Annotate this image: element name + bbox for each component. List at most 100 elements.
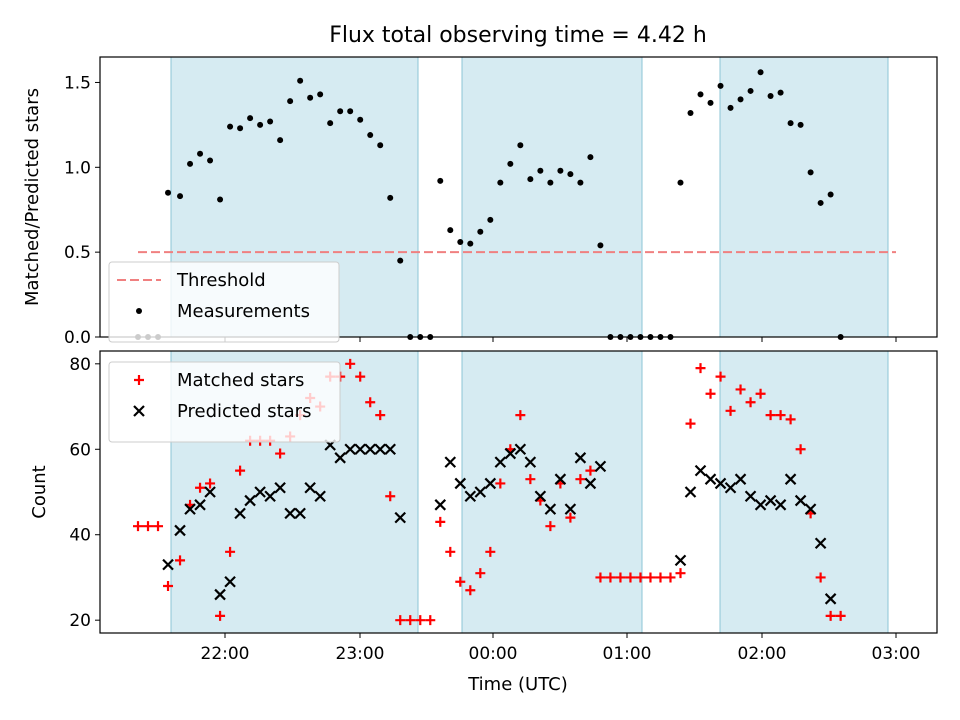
predicted-star-point xyxy=(544,503,557,515)
predicted-star-point xyxy=(344,443,356,456)
top-y-axis-label: Matched/Predicted stars xyxy=(22,88,43,306)
predicted-star-point xyxy=(334,452,346,464)
matched-star-point xyxy=(775,410,786,421)
legend-label: Measurements xyxy=(177,301,310,322)
matched-star-point xyxy=(685,418,696,429)
predicted-star-point xyxy=(774,499,787,511)
matched-star-point xyxy=(795,444,806,455)
matched-star-point xyxy=(153,521,164,532)
measurement-point xyxy=(717,82,724,89)
predicted-star-point xyxy=(264,490,276,503)
bottom-y-axis-label: Count xyxy=(29,465,50,518)
measurement-point xyxy=(757,69,764,76)
matched-star-point xyxy=(725,405,736,416)
bottom-axes-frame xyxy=(99,350,938,634)
measurement-point xyxy=(387,194,394,201)
predicted-star-point xyxy=(184,503,196,515)
matched-star-point xyxy=(205,478,216,489)
matched-star-point xyxy=(163,581,174,591)
matched-star-point xyxy=(565,512,576,523)
matched-star-point xyxy=(745,397,756,408)
matched-star-point xyxy=(595,572,606,583)
matched-star-point xyxy=(175,555,186,566)
predicted-star-point xyxy=(694,464,707,477)
legend-label: Predicted stars xyxy=(177,401,311,422)
measurement-point xyxy=(577,179,584,186)
predicted-star-point xyxy=(464,490,477,503)
predicted-star-point xyxy=(534,490,547,503)
matched-star-point xyxy=(575,474,586,485)
top-observing-band xyxy=(461,56,643,338)
matched-star-point xyxy=(515,410,526,421)
predicted-star-point xyxy=(804,503,817,515)
measurement-point xyxy=(287,98,294,105)
matched-star-point xyxy=(785,414,796,425)
matched-star-point xyxy=(465,585,476,596)
matched-star-point xyxy=(215,610,226,621)
measurement-point xyxy=(357,116,364,123)
predicted-star-point xyxy=(814,537,827,550)
predicted-star-point xyxy=(514,443,527,456)
measurement-point xyxy=(177,193,184,200)
predicted-star-point xyxy=(384,443,397,456)
bottom-ytick-label: 40 xyxy=(69,526,91,546)
matched-star-point xyxy=(385,491,396,502)
matched-star-point xyxy=(815,572,826,583)
predicted-star-point xyxy=(274,481,286,494)
predicted-star-point xyxy=(504,447,517,460)
xtick-label: 00:00 xyxy=(469,644,518,664)
measurement-point xyxy=(237,125,244,132)
top-ytick-label: 0.5 xyxy=(64,243,91,263)
measurement-point xyxy=(817,199,824,206)
legend-label: Matched stars xyxy=(177,370,304,391)
predicted-star-point xyxy=(174,524,186,537)
matched-star-point xyxy=(735,384,746,395)
predicted-star-point xyxy=(364,443,376,456)
legend-label: Threshold xyxy=(176,270,266,291)
predicted-star-point xyxy=(304,481,316,494)
matched-star-point xyxy=(415,615,426,626)
predicted-star-point xyxy=(444,456,457,468)
predicted-star-point xyxy=(684,486,697,498)
bottom-ytick-label: 20 xyxy=(69,611,91,631)
measurement-point xyxy=(767,93,774,100)
predicted-star-point xyxy=(474,486,487,498)
xtick-label: 03:00 xyxy=(872,644,921,664)
matched-star-point xyxy=(445,546,456,557)
x-axis-label: Time (UTC) xyxy=(467,674,568,695)
measurement-point xyxy=(397,257,404,264)
matched-star-point xyxy=(645,572,656,583)
measurement-point xyxy=(597,242,604,249)
measurement-point xyxy=(447,227,454,234)
measurement-point xyxy=(297,77,304,84)
measurement-point xyxy=(267,118,274,125)
predicted-star-point xyxy=(594,460,607,473)
measurement-point xyxy=(777,89,784,96)
matched-star-point xyxy=(495,478,506,489)
measurement-point xyxy=(797,121,804,128)
chart-title: Flux total observing time = 4.42 h xyxy=(329,23,707,48)
predicted-star-point xyxy=(354,443,366,456)
legend-predicted-swatch xyxy=(133,405,145,417)
matched-star-point xyxy=(835,610,846,621)
measurement-point xyxy=(527,176,534,183)
top-ytick-label: 0.0 xyxy=(64,328,91,348)
measurement-point xyxy=(727,104,734,111)
xtick-label: 22:00 xyxy=(201,644,250,664)
xtick-label: 01:00 xyxy=(603,644,652,664)
xtick-label: 02:00 xyxy=(738,644,787,664)
predicted-star-point xyxy=(554,473,567,485)
legend-matched-swatch xyxy=(134,375,144,385)
predicted-star-point xyxy=(794,494,807,507)
predicted-star-point xyxy=(284,507,296,520)
measurement-point xyxy=(377,142,384,149)
matched-star-point xyxy=(615,572,626,583)
measurement-point xyxy=(587,154,594,161)
matched-star-point xyxy=(625,572,636,583)
top-panel: 0.0 0.5 1.0 1.5 Matched/Predicted stars Thres… xyxy=(22,56,938,348)
measurement-point xyxy=(477,228,484,235)
matched-star-point xyxy=(585,465,596,476)
matched-star-point xyxy=(675,568,686,579)
predicted-star-point xyxy=(484,477,497,490)
